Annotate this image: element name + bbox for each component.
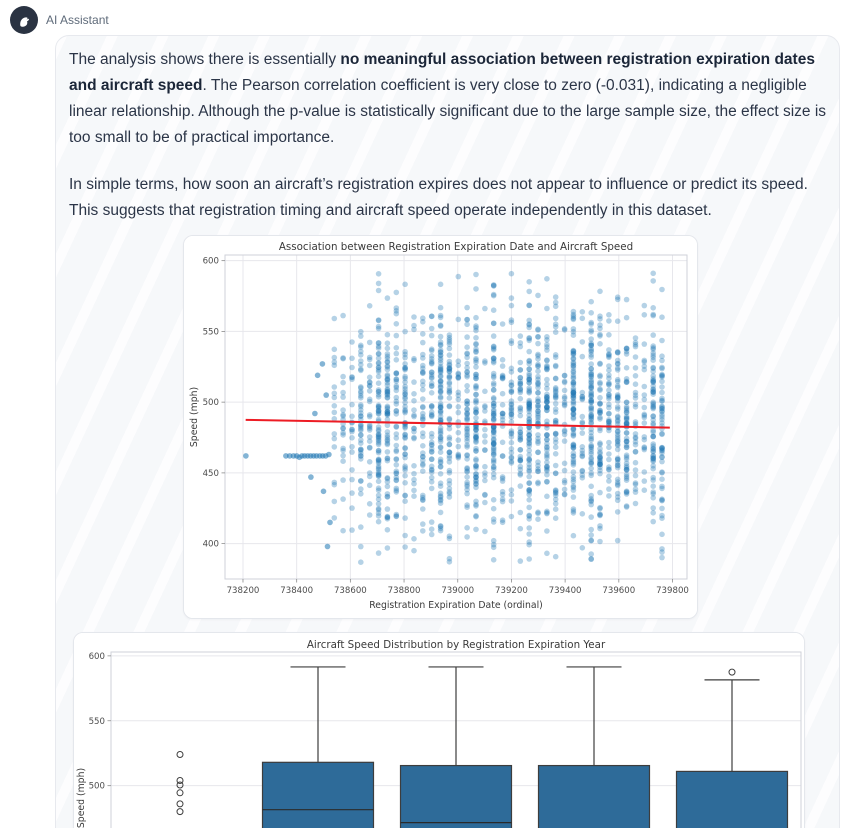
- svg-text:738800: 738800: [388, 586, 421, 596]
- svg-text:738400: 738400: [280, 586, 313, 596]
- svg-text:738600: 738600: [334, 586, 367, 596]
- svg-text:739400: 739400: [549, 586, 582, 596]
- scatter-chart: 738200 738400 738600 738800 739000 739200 7394…: [184, 236, 697, 618]
- svg-text:739800: 739800: [656, 586, 689, 596]
- svg-text:Association between Registrati: Association between Registration Expirat…: [279, 241, 633, 253]
- bird-icon: [19, 16, 29, 27]
- message-paragraph-2: In simple terms, how soon an aircraft’s …: [69, 176, 808, 219]
- svg-text:500: 500: [89, 782, 105, 792]
- svg-text:550: 550: [89, 717, 105, 727]
- boxplot-chart-card: 400450500550600Aircraft Speed Distributi…: [73, 632, 805, 828]
- svg-text:738200: 738200: [227, 586, 260, 596]
- svg-text:Aircraft Speed Distribution by: Aircraft Speed Distribution by Registrat…: [307, 639, 606, 651]
- sender-label: AI Assistant: [46, 13, 109, 27]
- svg-text:600: 600: [203, 257, 219, 267]
- svg-text:500: 500: [203, 398, 219, 408]
- svg-text:739600: 739600: [602, 586, 635, 596]
- assistant-avatar: [10, 6, 38, 34]
- assistant-message-bubble: The analysis shows there is essentially …: [55, 35, 840, 828]
- svg-text:600: 600: [89, 652, 105, 662]
- svg-text:Registration Expiration Date (: Registration Expiration Date (ordinal): [369, 600, 543, 611]
- svg-text:400: 400: [203, 540, 219, 550]
- svg-text:739200: 739200: [495, 586, 528, 596]
- svg-text:739000: 739000: [441, 586, 474, 596]
- boxplot-chart: 400450500550600Aircraft Speed Distributi…: [74, 633, 804, 828]
- message-paragraph-1: The analysis shows there is essentially …: [69, 51, 827, 146]
- svg-text:550: 550: [203, 327, 219, 337]
- svg-text:Speed (mph): Speed (mph): [189, 387, 200, 447]
- svg-text:Speed (mph): Speed (mph): [76, 768, 87, 828]
- scatter-chart-card: 738200 738400 738600 738800 739000 739200 7394…: [183, 235, 698, 619]
- svg-text:450: 450: [203, 469, 219, 479]
